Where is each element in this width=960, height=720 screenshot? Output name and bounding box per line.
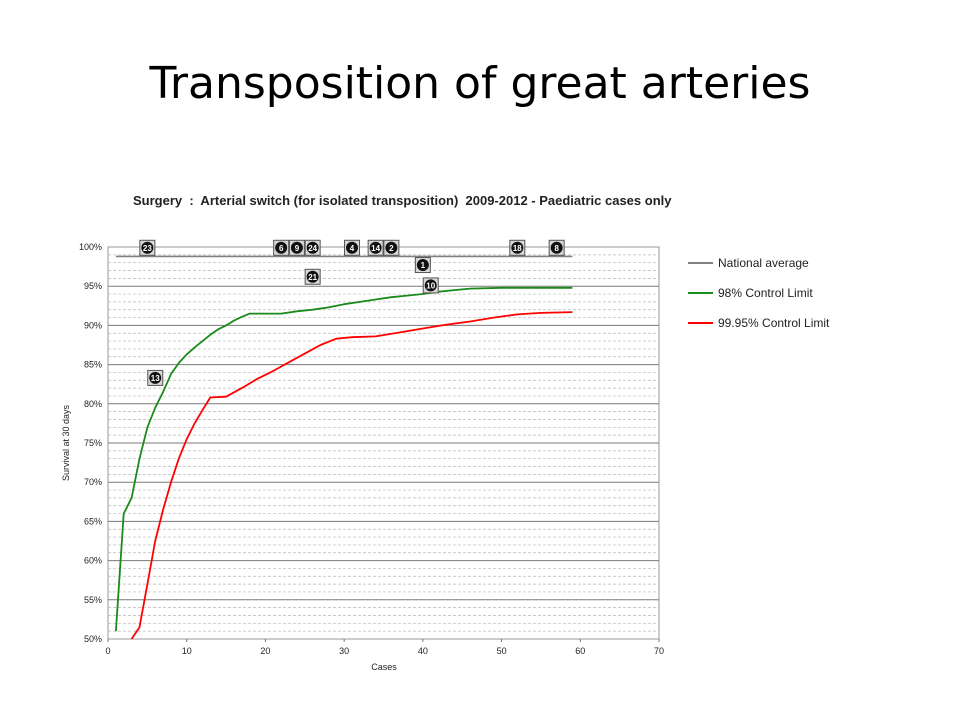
case-marker-label: 2 [389, 244, 394, 253]
y-tick-label: 75% [84, 438, 102, 448]
case-marker-label: 4 [350, 244, 355, 253]
x-tick-label: 70 [654, 646, 664, 656]
case-marker: 10 [422, 277, 439, 294]
legend-entry: 99.95% Control Limit [688, 316, 830, 330]
series-line-99-95-control-limit [130, 311, 573, 640]
y-tick-label: 55% [84, 595, 102, 605]
case-marker-dot [550, 241, 563, 254]
case-marker-dot [149, 371, 162, 384]
case-marker-dot [275, 241, 288, 254]
y-tick-label: 100% [79, 242, 102, 252]
case-marker: 2 [383, 239, 400, 256]
case-marker-label: 1 [421, 261, 426, 270]
case-marker-label: 14 [371, 244, 380, 253]
legend: National average 98% Control Limit 99.95% … [688, 256, 830, 330]
y-tick-label: 50% [84, 634, 102, 644]
case-marker-label: 21 [308, 273, 317, 282]
case-marker-dot [424, 279, 437, 292]
legend-entry: 98% Control Limit [688, 286, 813, 300]
case-marker-label: 24 [308, 244, 317, 253]
legend-label: National average [718, 256, 809, 270]
case-marker-label: 18 [513, 244, 522, 253]
x-tick-label: 30 [339, 646, 349, 656]
case-marker: 8 [548, 239, 565, 256]
y-tick-label: 65% [84, 516, 102, 526]
case-marker-label: 23 [143, 244, 152, 253]
case-marker-dot [511, 241, 524, 254]
y-tick-label: 95% [84, 281, 102, 291]
x-tick-label: 10 [182, 646, 192, 656]
x-axis-label: Cases [371, 662, 397, 672]
y-tick-label: 80% [84, 399, 102, 409]
case-marker: 1 [414, 257, 431, 274]
y-tick-label: 60% [84, 556, 102, 566]
case-markers: 23 6 9 24 4 14 2 18 8 1 21 10 13 [139, 239, 565, 386]
y-tick-labels: 50% 55% 60% 65% 70% 75% 80% 85% 90% 95% 100% [79, 242, 102, 644]
x-tick-label: 0 [105, 646, 110, 656]
x-tick-label: 40 [418, 646, 428, 656]
case-marker-dot [346, 241, 359, 254]
x-tick-labels: 0 10 20 30 40 50 60 70 [105, 639, 664, 656]
x-tick-label: 50 [497, 646, 507, 656]
case-marker: 24 [304, 239, 321, 256]
case-marker-dot [385, 241, 398, 254]
case-marker-dot [416, 259, 429, 272]
case-marker-dot [290, 241, 303, 254]
case-marker: 18 [509, 239, 526, 256]
case-marker-label: 9 [295, 244, 300, 253]
case-marker-dot [369, 241, 382, 254]
y-tick-label: 90% [84, 320, 102, 330]
case-marker: 13 [147, 369, 164, 386]
slide-title: Transposition of great arteries [149, 58, 811, 109]
case-marker: 4 [344, 239, 361, 256]
y-tick-label: 70% [84, 477, 102, 487]
chart-title: Surgery : Arterial switch (for isolated … [133, 193, 672, 208]
case-marker-label: 13 [151, 374, 160, 383]
x-tick-label: 60 [575, 646, 585, 656]
case-marker-dot [306, 270, 319, 283]
case-marker: 6 [273, 239, 290, 256]
case-marker-label: 10 [426, 281, 435, 290]
case-marker: 14 [367, 239, 384, 256]
legend-label: 99.95% Control Limit [718, 316, 830, 330]
legend-entry: National average [688, 256, 809, 270]
case-marker-dot [141, 241, 154, 254]
case-marker-label: 8 [554, 244, 559, 253]
case-marker: 9 [288, 239, 305, 256]
case-marker-label: 6 [279, 244, 284, 253]
case-marker: 23 [139, 239, 156, 256]
y-tick-label: 85% [84, 360, 102, 370]
case-marker: 21 [304, 268, 321, 285]
case-marker-dot [306, 241, 319, 254]
legend-label: 98% Control Limit [718, 286, 813, 300]
x-tick-label: 20 [260, 646, 270, 656]
y-axis-label: Survival at 30 days [61, 404, 71, 481]
